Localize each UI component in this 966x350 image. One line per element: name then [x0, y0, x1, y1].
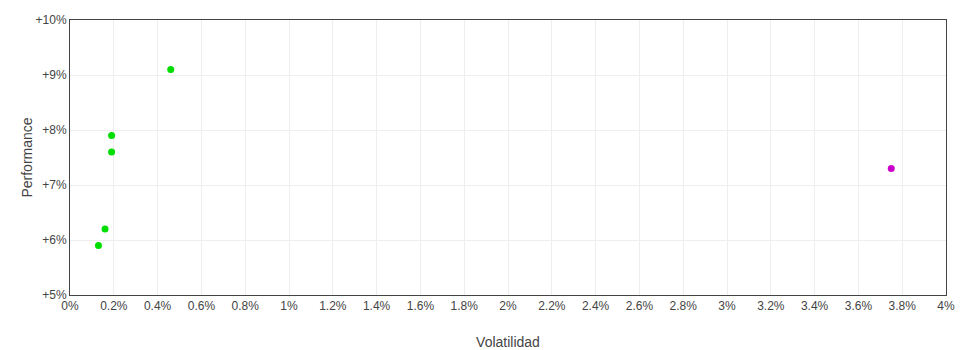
svg-text:+9%: +9% — [42, 68, 67, 82]
svg-text:2%: 2% — [499, 299, 517, 313]
svg-text:3.6%: 3.6% — [845, 299, 873, 313]
svg-text:Performance: Performance — [19, 117, 35, 197]
svg-text:+8%: +8% — [42, 123, 67, 137]
svg-text:+5%: +5% — [42, 288, 67, 302]
svg-text:3.2%: 3.2% — [757, 299, 785, 313]
svg-text:3.4%: 3.4% — [801, 299, 829, 313]
svg-text:3%: 3% — [718, 299, 736, 313]
svg-text:+10%: +10% — [36, 13, 67, 27]
svg-text:0.4%: 0.4% — [144, 299, 172, 313]
svg-text:1.6%: 1.6% — [407, 299, 435, 313]
svg-text:2.2%: 2.2% — [538, 299, 566, 313]
svg-text:+7%: +7% — [42, 178, 67, 192]
svg-text:1.2%: 1.2% — [319, 299, 347, 313]
svg-text:0.6%: 0.6% — [188, 299, 216, 313]
svg-text:0.8%: 0.8% — [232, 299, 260, 313]
svg-text:2.8%: 2.8% — [670, 299, 698, 313]
svg-text:3.8%: 3.8% — [889, 299, 917, 313]
svg-text:2.6%: 2.6% — [626, 299, 654, 313]
svg-text:0%: 0% — [61, 299, 79, 313]
svg-text:1.4%: 1.4% — [363, 299, 391, 313]
svg-text:+6%: +6% — [42, 233, 67, 247]
svg-text:1%: 1% — [280, 299, 298, 313]
svg-text:0.2%: 0.2% — [100, 299, 128, 313]
svg-text:Volatilidad: Volatilidad — [476, 334, 540, 350]
svg-text:4%: 4% — [937, 299, 955, 313]
svg-text:2.4%: 2.4% — [582, 299, 610, 313]
svg-text:1.8%: 1.8% — [451, 299, 479, 313]
